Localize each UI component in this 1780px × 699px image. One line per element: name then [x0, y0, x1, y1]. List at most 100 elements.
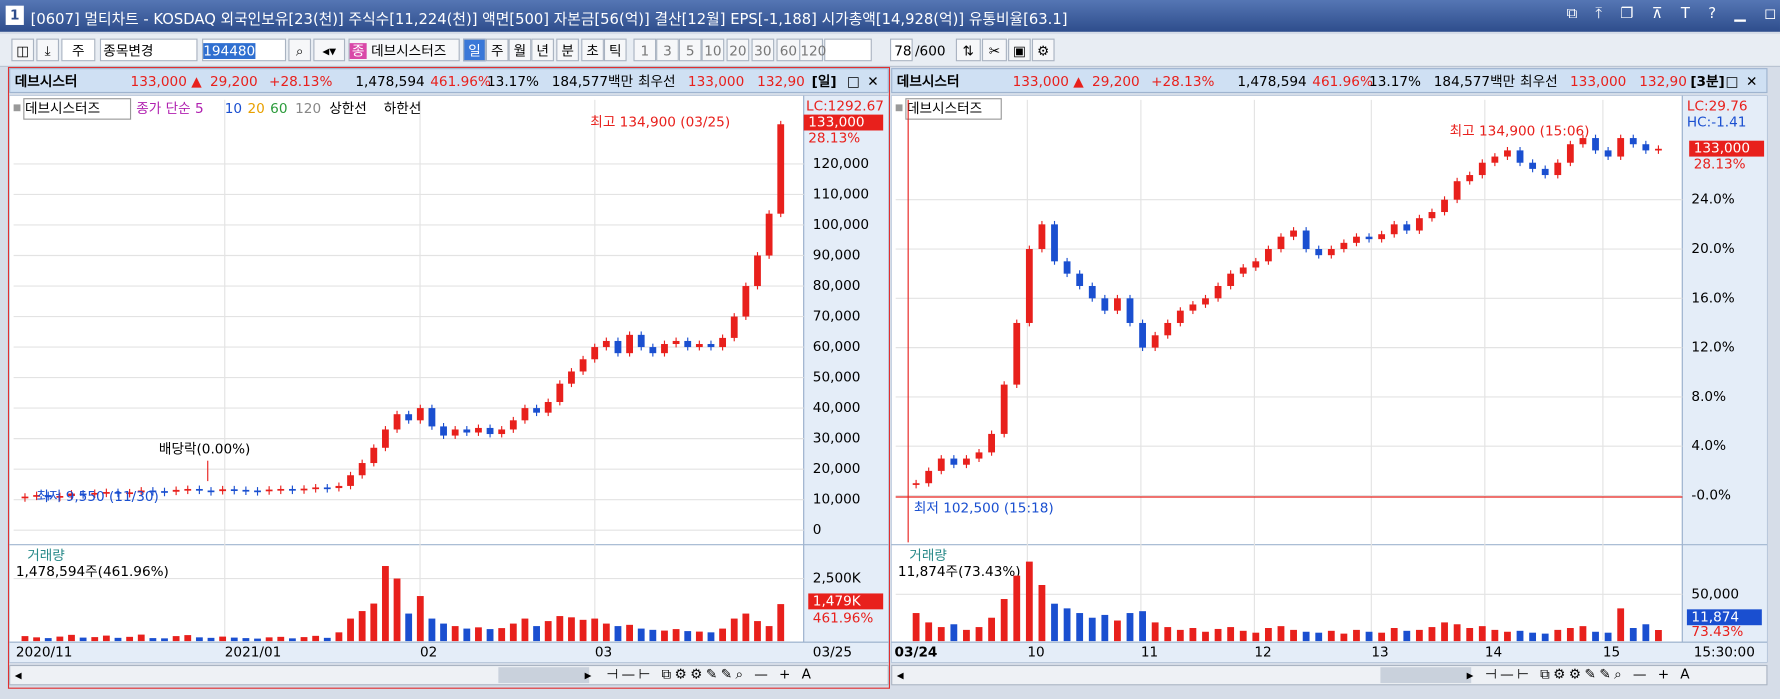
header-vol-rate: 461.96% — [1312, 73, 1373, 90]
interval-button[interactable]: 20 — [726, 38, 750, 62]
interval-button[interactable]: 3 — [656, 38, 679, 62]
scroll-bar[interactable]: ◂ ▸ ⊣—⊢ ⧉⚙⚙✎✎⌕ — + A — [9, 664, 889, 686]
candle — [925, 470, 933, 484]
period-button[interactable]: 일 — [463, 38, 486, 62]
interval-button[interactable]: 120 — [799, 38, 826, 62]
panel-button[interactable]: □ — [846, 73, 860, 90]
icon-button[interactable]: ⤓ — [36, 38, 60, 62]
volume-bar — [1302, 631, 1310, 642]
interval-button[interactable]: 5 — [678, 38, 702, 62]
icon-button[interactable]: ◫ — [11, 38, 35, 62]
icon-button[interactable]: ▣ — [1008, 38, 1031, 62]
candle — [149, 490, 157, 493]
volume-bar — [1264, 628, 1272, 642]
volume-bar — [277, 636, 285, 642]
candle — [765, 213, 773, 256]
candle — [556, 383, 564, 402]
candle — [1063, 261, 1071, 274]
volume-bar — [1051, 603, 1058, 642]
volume-bar — [1139, 611, 1146, 642]
stock-select[interactable]: 종목변경 — [99, 38, 198, 62]
x-tick-label: 2020/11 — [16, 644, 73, 660]
candle — [1491, 156, 1499, 163]
interval-button[interactable]: 10 — [701, 38, 725, 62]
period-button[interactable]: 년 — [531, 38, 554, 62]
scroll-tools[interactable]: ⊣—⊢ ⧉⚙⚙✎✎⌕ — + A — [1484, 666, 1693, 682]
candle — [21, 496, 29, 499]
volume-bar — [33, 637, 41, 642]
name-button[interactable]: 종 데브시스터즈 — [348, 38, 460, 62]
interval-button[interactable]: 1 — [633, 38, 657, 62]
candle — [1466, 175, 1474, 182]
panel-chart: 0 10,000 20,000 30,000 40,000 50,000 60,000 70,… — [9, 95, 889, 663]
candle — [1252, 261, 1260, 268]
volume-bar — [1655, 630, 1662, 642]
scroll-track[interactable] — [498, 667, 590, 684]
window-controls[interactable]: ⧉ ⤒ ❐ ⊼ T ? ▁ ◻ ✕ — [1566, 5, 1780, 23]
search-button[interactable]: ⌕ — [288, 38, 312, 62]
volume-bar — [1604, 632, 1612, 642]
candle — [975, 452, 983, 459]
candle — [1340, 242, 1348, 250]
panel-button[interactable]: ✕ — [867, 73, 879, 90]
volume-bar — [1038, 584, 1046, 642]
scroll-arrow[interactable]: ◂ — [896, 667, 904, 684]
scroll-arrow[interactable]: ▸ — [1466, 667, 1474, 684]
candle — [1164, 322, 1172, 336]
y-tick-label: 110,000 — [813, 186, 869, 202]
period-button[interactable]: 분 — [556, 38, 579, 62]
volume-bar — [950, 624, 958, 642]
volume-bar — [672, 629, 680, 642]
volume-bar — [509, 623, 517, 642]
legend-item: 데브시스터즈 — [907, 101, 982, 117]
header-bid: 133,000 — [1569, 73, 1627, 90]
period-button[interactable]: 월 — [508, 38, 532, 62]
count-input[interactable]: 78 — [889, 38, 913, 62]
icon-button[interactable]: ◂▾ — [313, 38, 346, 62]
candle — [1290, 230, 1297, 237]
panel-button[interactable]: ✕ — [1745, 73, 1758, 90]
interval-button[interactable]: 30 — [751, 38, 775, 62]
scroll-arrow[interactable]: ▸ — [584, 667, 592, 684]
candle — [335, 485, 343, 489]
type-select[interactable]: 주 — [61, 38, 96, 62]
code-input[interactable]: 194480 — [202, 38, 287, 62]
scroll-bar[interactable]: ◂ ▸ ⊣—⊢ ⧉⚙⚙✎✎⌕ — + A — [891, 664, 1768, 686]
volume-bar — [533, 626, 540, 642]
candle — [1277, 236, 1285, 250]
candle — [684, 340, 692, 348]
volume-bar — [1290, 629, 1297, 642]
candle — [591, 347, 599, 360]
volume-current: 11,874 — [1691, 609, 1739, 625]
panel-button[interactable]: □ — [1725, 73, 1739, 90]
volume-bar — [1466, 628, 1474, 642]
volume-bar — [1025, 561, 1033, 642]
candle — [1390, 224, 1398, 235]
period-button[interactable]: 틱 — [603, 38, 627, 62]
candle — [1541, 168, 1549, 176]
high-annotation: 최고 134,900 (03/25) — [590, 115, 730, 131]
blank-select[interactable] — [824, 38, 872, 62]
icon-button[interactable]: ⇅ — [955, 38, 981, 62]
icon-button[interactable]: ✂ — [981, 38, 1007, 62]
icon-button[interactable]: ⚙ — [1031, 38, 1055, 62]
period-button[interactable]: 주 — [485, 38, 509, 62]
candle — [1403, 224, 1411, 231]
volume-bar — [661, 630, 668, 642]
candle — [323, 487, 331, 490]
volume-bar — [323, 637, 331, 642]
count-total: /600 — [914, 43, 946, 60]
scroll-tools[interactable]: ⊣—⊢ ⧉⚙⚙✎✎⌕ — + A — [606, 666, 815, 682]
scroll-track[interactable] — [1380, 667, 1472, 684]
interval-button[interactable]: 60 — [776, 38, 801, 62]
candle — [91, 492, 99, 495]
header-volume: 1,478,594 — [355, 73, 425, 90]
candle — [1604, 150, 1612, 157]
period-button[interactable]: 초 — [581, 38, 604, 62]
scroll-arrow[interactable]: ◂ — [14, 667, 22, 684]
candle — [1000, 384, 1008, 434]
xaxis-bg — [891, 641, 1768, 663]
volume-bar — [475, 627, 482, 642]
price-box — [803, 114, 884, 131]
ex-div-annotation: 배당락(0.00%) — [159, 441, 250, 457]
